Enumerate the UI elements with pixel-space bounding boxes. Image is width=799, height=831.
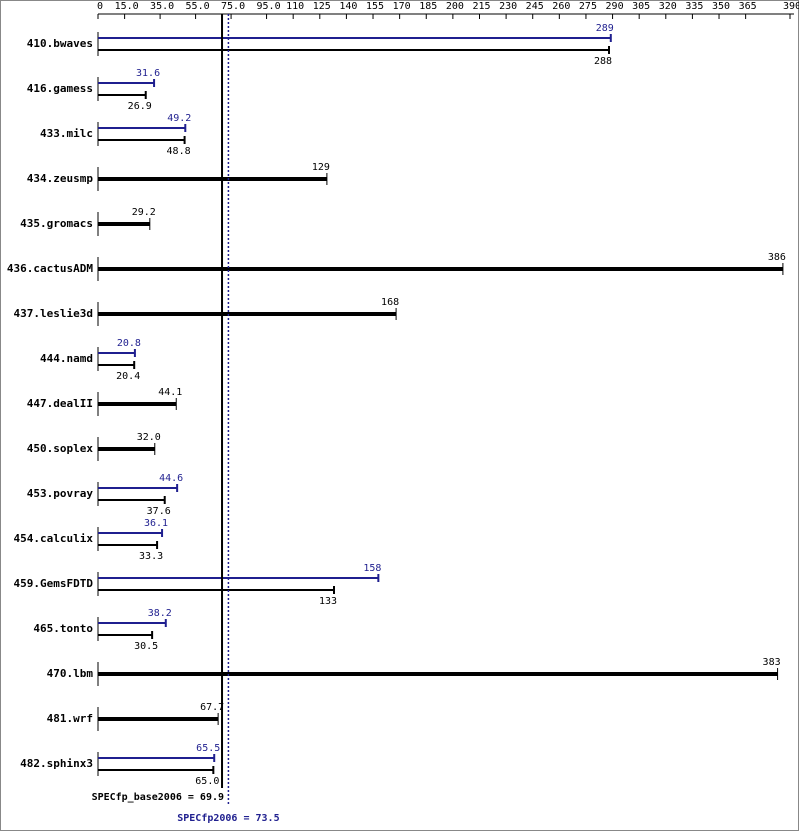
value-label: 37.6 bbox=[147, 506, 171, 517]
category-label: 482.sphinx3 bbox=[20, 757, 93, 770]
category-label: 416.gamess bbox=[27, 82, 93, 95]
bar bbox=[98, 94, 146, 96]
x-tick-label: 0 bbox=[97, 1, 103, 12]
category-label: 435.gromacs bbox=[20, 217, 93, 230]
bar bbox=[98, 402, 177, 406]
bar bbox=[98, 769, 214, 771]
value-label: 29.2 bbox=[132, 207, 156, 218]
category-label: 450.soplex bbox=[27, 442, 94, 455]
bar bbox=[98, 577, 379, 579]
category-label: 437.leslie3d bbox=[14, 307, 93, 320]
value-label: 168 bbox=[381, 297, 399, 308]
value-label: 30.5 bbox=[134, 641, 158, 652]
bar bbox=[98, 312, 397, 316]
bar bbox=[98, 364, 135, 366]
x-tick-label: 55.0 bbox=[186, 1, 210, 12]
x-tick-label: 35.0 bbox=[150, 1, 174, 12]
value-label: 133 bbox=[319, 596, 337, 607]
category-label: 454.calculix bbox=[14, 532, 94, 545]
x-tick-label: 390 bbox=[783, 1, 799, 12]
category-label: 453.povray bbox=[27, 487, 94, 500]
x-tick-label: 305 bbox=[632, 1, 650, 12]
bar bbox=[98, 267, 783, 271]
x-tick-label: 140 bbox=[339, 1, 357, 12]
x-tick-label: 170 bbox=[393, 1, 411, 12]
bar bbox=[98, 37, 611, 39]
bar bbox=[98, 487, 178, 489]
summary-label: SPECfp_base2006 = 69.9 bbox=[92, 792, 224, 803]
value-label: 129 bbox=[312, 162, 330, 173]
x-tick-label: 245 bbox=[526, 1, 544, 12]
value-label: 36.1 bbox=[144, 518, 168, 529]
category-label: 447.dealII bbox=[27, 397, 93, 410]
value-label: 48.8 bbox=[167, 146, 191, 157]
bar bbox=[98, 622, 166, 624]
x-tick-label: 365 bbox=[739, 1, 757, 12]
bar bbox=[98, 672, 778, 676]
category-label: 436.cactusADM bbox=[7, 262, 93, 275]
value-label: 26.9 bbox=[128, 101, 152, 112]
value-label: 288 bbox=[594, 56, 612, 67]
value-label: 44.1 bbox=[158, 387, 182, 398]
category-label: 481.wrf bbox=[47, 712, 93, 725]
x-tick-label: 260 bbox=[552, 1, 570, 12]
bar bbox=[98, 634, 153, 636]
x-tick-label: 155 bbox=[366, 1, 384, 12]
bar bbox=[98, 589, 334, 591]
bar bbox=[98, 532, 163, 534]
value-label: 38.2 bbox=[148, 608, 172, 619]
x-tick-label: 200 bbox=[446, 1, 464, 12]
bar bbox=[98, 139, 185, 141]
value-label: 31.6 bbox=[136, 68, 160, 79]
x-tick-label: 185 bbox=[419, 1, 437, 12]
bar bbox=[98, 717, 219, 721]
value-label: 158 bbox=[363, 563, 381, 574]
x-tick-label: 230 bbox=[499, 1, 517, 12]
x-tick-label: 275 bbox=[579, 1, 597, 12]
value-label: 383 bbox=[763, 657, 781, 668]
x-tick-label: 110 bbox=[286, 1, 304, 12]
bar bbox=[98, 177, 327, 181]
bar bbox=[98, 127, 186, 129]
bar bbox=[98, 499, 165, 501]
x-tick-label: 75.0 bbox=[221, 1, 245, 12]
value-label: 65.0 bbox=[195, 776, 219, 787]
bar bbox=[98, 447, 155, 451]
x-tick-label: 320 bbox=[659, 1, 677, 12]
category-label: 470.lbm bbox=[47, 667, 94, 680]
bar bbox=[98, 222, 150, 226]
value-label: 289 bbox=[596, 23, 614, 34]
bar bbox=[98, 544, 158, 546]
x-tick-label: 215 bbox=[472, 1, 490, 12]
category-label: 434.zeusmp bbox=[27, 172, 94, 185]
category-label: 465.tonto bbox=[33, 622, 93, 635]
category-label: 459.GemsFDTD bbox=[14, 577, 94, 590]
value-label: 49.2 bbox=[167, 113, 191, 124]
value-label: 65.5 bbox=[196, 743, 220, 754]
value-label: 386 bbox=[768, 252, 786, 263]
x-tick-label: 125 bbox=[313, 1, 331, 12]
value-label: 67.7 bbox=[200, 702, 224, 713]
category-label: 444.namd bbox=[40, 352, 93, 365]
x-tick-label: 15.0 bbox=[115, 1, 139, 12]
category-label: 433.milc bbox=[40, 127, 93, 140]
value-label: 33.3 bbox=[139, 551, 163, 562]
bar bbox=[98, 82, 155, 84]
bar bbox=[98, 757, 215, 759]
value-label: 20.8 bbox=[117, 338, 141, 349]
x-tick-label: 95.0 bbox=[257, 1, 281, 12]
bar bbox=[98, 352, 135, 354]
x-tick-label: 290 bbox=[606, 1, 624, 12]
value-label: 44.6 bbox=[159, 473, 183, 484]
x-tick-label: 350 bbox=[712, 1, 730, 12]
category-label: 410.bwaves bbox=[27, 37, 93, 50]
summary-label: SPECfp2006 = 73.5 bbox=[177, 813, 279, 824]
value-label: 20.4 bbox=[116, 371, 140, 382]
x-tick-label: 335 bbox=[685, 1, 703, 12]
value-label: 32.0 bbox=[137, 432, 161, 443]
bar bbox=[98, 49, 610, 51]
